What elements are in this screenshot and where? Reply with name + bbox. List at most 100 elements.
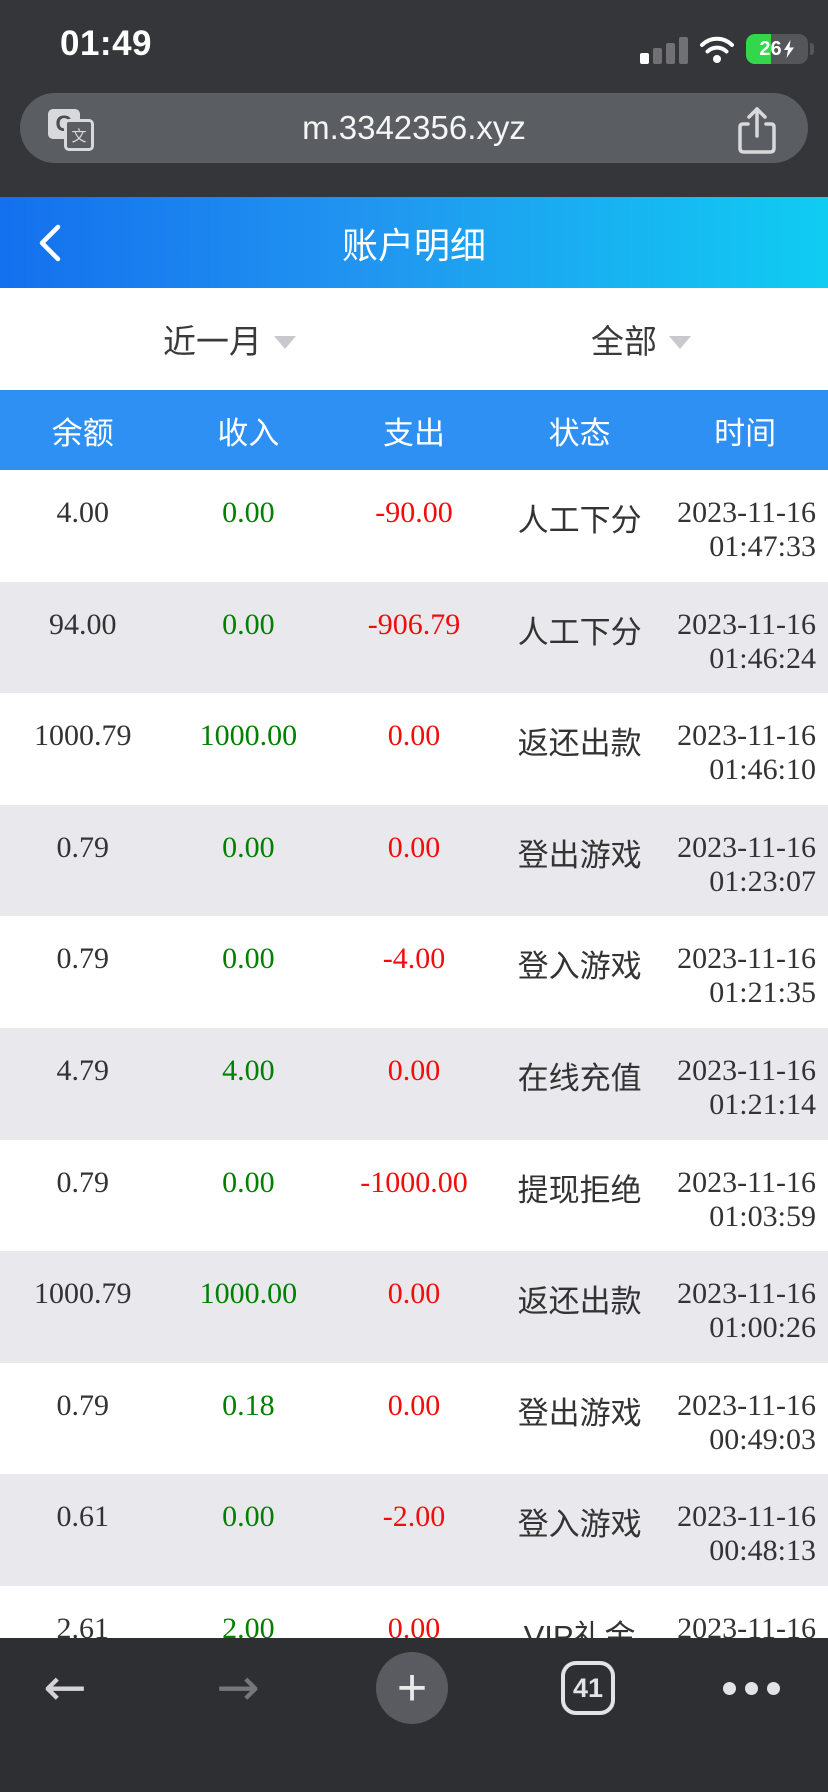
cell-time-line: 01:21:35 bbox=[709, 976, 816, 1010]
cell-expense: 0.00 bbox=[387, 1053, 441, 1087]
filter-row: 近一月 全部 bbox=[0, 288, 828, 390]
table-row: 2.61 2.00 0.00 VIP礼金 2023-11-16 bbox=[0, 1585, 828, 1638]
col-header-status: 状态 bbox=[548, 415, 611, 451]
chevron-down-icon bbox=[274, 335, 296, 349]
cell-expense: 0.00 bbox=[387, 719, 441, 753]
cell-time-line: 01:23:07 bbox=[709, 864, 816, 898]
wifi-icon bbox=[700, 36, 734, 63]
table-row: 1000.79 1000.00 0.00 返还出款 2023-11-16 01:… bbox=[0, 1251, 828, 1363]
browser-bottom-toolbar: ← → + 41 bbox=[0, 1638, 828, 1792]
cell-status: VIP礼金 bbox=[523, 1618, 636, 1638]
cell-date-line: 2023-11-16 bbox=[677, 1277, 816, 1311]
cell-time: 2023-11-16 00:49:03 bbox=[662, 1363, 828, 1457]
cell-date-line: 2023-11-16 bbox=[677, 830, 816, 864]
cell-income: 0.00 bbox=[222, 1165, 275, 1199]
cell-time-line: 01:00:26 bbox=[709, 1311, 816, 1345]
cell-status: 返还出款 bbox=[517, 726, 642, 762]
table-row: 0.79 0.18 0.00 登出游戏 2023-11-16 00:49:03 bbox=[0, 1362, 828, 1475]
cell-status: 人工下分 bbox=[517, 614, 642, 650]
cell-income: 0.00 bbox=[222, 1500, 275, 1534]
table-row: 0.61 0.00 -2.00 登入游戏 2023-11-16 00:48:13 bbox=[0, 1474, 828, 1586]
cell-date-line: 2023-11-16 bbox=[677, 1165, 816, 1199]
table-row: 0.79 0.00 0.00 登出游戏 2023-11-16 01:23:07 bbox=[0, 804, 828, 917]
cell-balance: 94.00 bbox=[49, 607, 117, 641]
date-range-select[interactable]: 近一月 bbox=[163, 288, 296, 390]
cell-status: 登入游戏 bbox=[517, 1507, 642, 1543]
cell-expense: -4.00 bbox=[382, 942, 446, 976]
cell-expense: 0.00 bbox=[387, 1611, 441, 1638]
tab-switcher-button[interactable]: 41 bbox=[561, 1661, 615, 1715]
forward-arrow-icon: → bbox=[216, 1658, 260, 1718]
cell-time-line: 01:21:14 bbox=[709, 1087, 816, 1121]
battery-icon: 26 bbox=[746, 34, 808, 64]
cell-date-line: 2023-11-16 bbox=[677, 719, 816, 753]
nav-forward-button[interactable]: → bbox=[203, 1638, 273, 1738]
charging-bolt-icon bbox=[783, 40, 794, 58]
cell-time: 2023-11-16 01:47:33 bbox=[662, 470, 828, 564]
col-header-balance: 余额 bbox=[51, 415, 114, 451]
cell-balance: 4.79 bbox=[56, 1053, 110, 1087]
cell-balance: 0.79 bbox=[56, 830, 110, 864]
tab-count: 41 bbox=[572, 1672, 604, 1703]
browser-top-chrome: 01:49 26 m.3342356.x bbox=[0, 0, 828, 197]
address-bar[interactable]: m.3342356.xyz G 文 bbox=[20, 93, 808, 163]
col-header-income: 收入 bbox=[217, 415, 280, 451]
dot-icon bbox=[744, 1681, 758, 1695]
cell-expense: -1000.00 bbox=[360, 1165, 468, 1199]
cell-date-line: 2023-11-16 bbox=[677, 942, 816, 976]
new-tab-button[interactable]: + bbox=[376, 1652, 448, 1724]
cellular-signal-icon bbox=[640, 36, 688, 64]
table-row: 4.79 4.00 0.00 在线充值 2023-11-16 01:21:14 bbox=[0, 1027, 828, 1140]
cell-expense: 0.00 bbox=[387, 1388, 441, 1422]
nav-back-button[interactable]: ← bbox=[30, 1638, 100, 1738]
col-header-time: 时间 bbox=[714, 415, 777, 451]
share-icon[interactable] bbox=[736, 106, 778, 156]
table-row: 4.00 0.00 -90.00 人工下分 2023-11-16 01:47:3… bbox=[0, 470, 828, 582]
back-arrow-icon: ← bbox=[43, 1658, 87, 1718]
table-row: 0.79 0.00 -4.00 登入游戏 2023-11-16 01:21:35 bbox=[0, 916, 828, 1028]
transactions-table-body: 4.00 0.00 -90.00 人工下分 2023-11-16 01:47:3… bbox=[0, 470, 828, 1638]
cell-balance: 1000.79 bbox=[34, 719, 132, 753]
cell-time-line: 01:03:59 bbox=[709, 1199, 816, 1233]
cell-income: 2.00 bbox=[222, 1611, 275, 1638]
cell-date-line: 2023-11-16 bbox=[677, 1500, 816, 1534]
cell-time: 2023-11-16 01:03:59 bbox=[662, 1140, 828, 1234]
cell-date-line: 2023-11-16 bbox=[677, 1611, 816, 1638]
cell-time: 2023-11-16 01:23:07 bbox=[662, 805, 828, 899]
translate-icon[interactable]: G 文 bbox=[48, 107, 94, 151]
col-header-expense: 支出 bbox=[382, 415, 445, 451]
cell-balance: 4.00 bbox=[56, 496, 110, 529]
cell-income: 1000.00 bbox=[199, 719, 298, 753]
cell-income: 0.00 bbox=[222, 496, 275, 529]
cell-balance: 0.79 bbox=[56, 1388, 110, 1422]
chevron-down-icon bbox=[669, 335, 691, 349]
page-title: 账户明细 bbox=[341, 224, 486, 266]
cell-expense: -2.00 bbox=[382, 1500, 446, 1534]
cell-balance: 0.79 bbox=[56, 942, 110, 976]
cell-status: 登出游戏 bbox=[517, 1395, 642, 1431]
cell-time: 2023-11-16 01:21:14 bbox=[662, 1028, 828, 1122]
table-row: 1000.79 1000.00 0.00 返还出款 2023-11-16 01:… bbox=[0, 693, 828, 805]
battery-percent: 26 bbox=[759, 37, 782, 60]
cell-income: 0.00 bbox=[222, 942, 275, 976]
cell-status: 登出游戏 bbox=[517, 837, 642, 873]
cell-time-line: 00:49:03 bbox=[709, 1422, 816, 1456]
more-menu-button[interactable] bbox=[711, 1638, 791, 1738]
cell-status: 人工下分 bbox=[517, 503, 642, 538]
dot-icon bbox=[722, 1681, 736, 1695]
cell-income: 4.00 bbox=[222, 1053, 275, 1087]
type-value: 全部 bbox=[591, 323, 657, 360]
table-header: 余额 收入 支出 状态 时间 bbox=[0, 390, 828, 470]
cell-expense: 0.00 bbox=[387, 830, 441, 864]
cell-status: 在线充值 bbox=[517, 1060, 642, 1096]
date-range-value: 近一月 bbox=[163, 323, 262, 360]
page-header: 账户明细 bbox=[0, 197, 828, 288]
cell-balance: 1000.79 bbox=[34, 1277, 132, 1311]
cell-status: 返还出款 bbox=[517, 1284, 642, 1320]
battery-nub bbox=[810, 43, 814, 55]
url-text[interactable]: m.3342356.xyz bbox=[302, 109, 526, 146]
cell-balance: 2.61 bbox=[56, 1611, 110, 1638]
type-select[interactable]: 全部 bbox=[591, 288, 691, 390]
back-icon[interactable] bbox=[36, 223, 62, 263]
